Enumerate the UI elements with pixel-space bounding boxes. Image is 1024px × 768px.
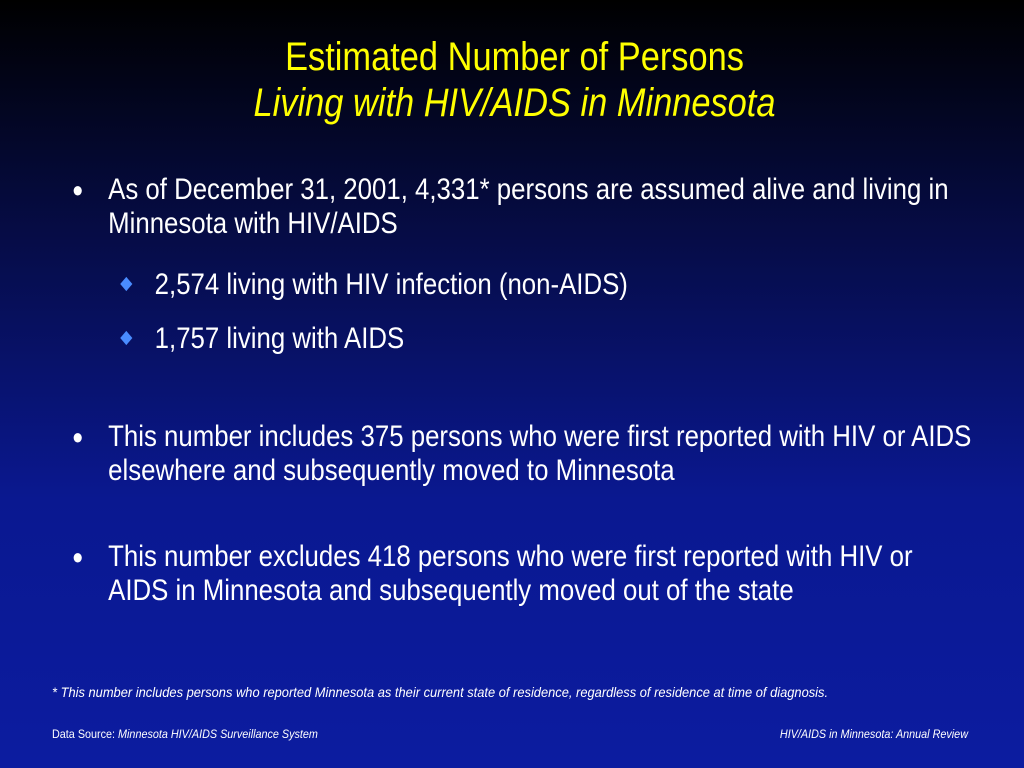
title-line-2: Living with HIV/AIDS in Minnesota bbox=[253, 81, 776, 125]
bullet-icon: ● bbox=[72, 424, 84, 449]
slide-title: Estimated Number of Persons Living with … bbox=[74, 34, 955, 126]
sub-bullet-text: 1,757 living with AIDS bbox=[154, 322, 405, 355]
annual-review-label: HIV/AIDS in Minnesota: Annual Review bbox=[779, 727, 968, 741]
bullet-text: This number excludes 418 persons who wer… bbox=[108, 540, 913, 607]
data-source-label: Data Source: bbox=[52, 727, 119, 741]
footnote: * This number includes persons who repor… bbox=[52, 684, 829, 700]
bullet-text: This number includes 375 persons who wer… bbox=[108, 420, 972, 487]
bullet-icon: ● bbox=[72, 177, 84, 202]
diamond-icon bbox=[120, 330, 133, 346]
data-source: Data Source: Minnesota HIV/AIDS Surveill… bbox=[52, 727, 318, 741]
data-source-value: Minnesota HIV/AIDS Surveillance System bbox=[118, 727, 318, 741]
bullet-icon: ● bbox=[72, 544, 84, 569]
diamond-icon bbox=[120, 276, 133, 292]
title-line-1: Estimated Number of Persons bbox=[285, 35, 744, 79]
sub-bullet-text: 2,574 living with HIV infection (non-AID… bbox=[154, 268, 628, 301]
bullet-text: As of December 31, 2001, 4,331* persons … bbox=[108, 173, 949, 240]
